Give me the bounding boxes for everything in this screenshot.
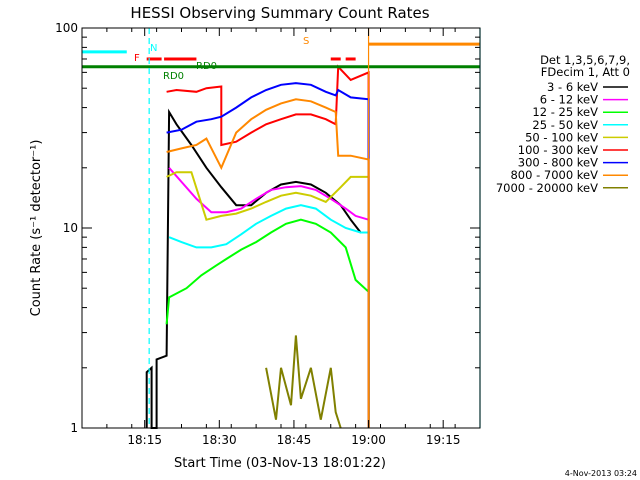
legend-entry-1: 6 - 12 keV [540,93,598,107]
chart-title: HESSI Observing Summary Count Rates [130,4,429,22]
legend-header-1: FDecim 1, Att 0 [541,65,630,79]
series-line-8 [265,335,342,429]
annotation-f-1: F [134,53,140,64]
annotation-s-4: S [303,36,309,47]
timestamp-footer: 4-Nov-2013 03:24 [565,469,637,478]
legend-header-0: Det 1,3,5,6,7,9, [540,53,630,67]
y-tick-label-1: 10 [63,221,78,235]
x-tick-label-4: 19:15 [426,433,461,447]
series-line-1 [168,167,370,428]
y-tick-label-2: 100 [55,21,78,35]
legend-entry-4: 50 - 100 keV [525,130,598,144]
y-tick-label-0: 1 [70,421,78,435]
flags-layer [82,42,480,69]
ticks-layer: 18:15 18:30 18:45 19:00 19:15 1 10 100 [55,21,480,447]
legend-entry-7: 800 - 7000 keV [510,168,598,182]
x-tick-label-0: 18:15 [127,433,162,447]
series-line-7 [166,98,370,428]
series-line-6 [166,82,370,428]
series-line-4 [166,171,370,428]
legend-entry-5: 100 - 300 keV [518,143,598,157]
legend: Det 1,3,5,6,7,9,FDecim 1, Att 03 - 6 keV… [496,53,630,195]
series-line-5 [166,64,370,428]
legend-entry-0: 3 - 6 keV [547,80,598,94]
legend-entry-2: 12 - 25 keV [532,105,598,119]
x-tick-label-2: 18:45 [277,433,312,447]
series-layer [145,64,370,429]
series-line-0 [145,108,370,429]
x-tick-label-1: 18:30 [202,433,237,447]
legend-entry-3: 25 - 50 keV [532,118,598,132]
legend-entry-8: 7000 - 20000 keV [496,181,598,195]
markers-layer [148,28,481,428]
y-axis-label: Count Rate (s⁻¹ detector⁻¹) [29,140,44,317]
legend-entry-6: 300 - 800 keV [518,156,598,170]
annotation-rd0-3: RD0 [163,71,184,82]
annotation-n-0: N [150,43,157,54]
annotation-rd0-2: RD0 [196,61,217,72]
x-tick-label-3: 19:00 [351,433,386,447]
series-line-3 [168,204,370,428]
annotations-layer: NF RD0 RD0 S [134,36,309,82]
x-axis-label: Start Time (03-Nov-13 18:01:22) [174,456,386,471]
series-line-2 [165,218,370,428]
